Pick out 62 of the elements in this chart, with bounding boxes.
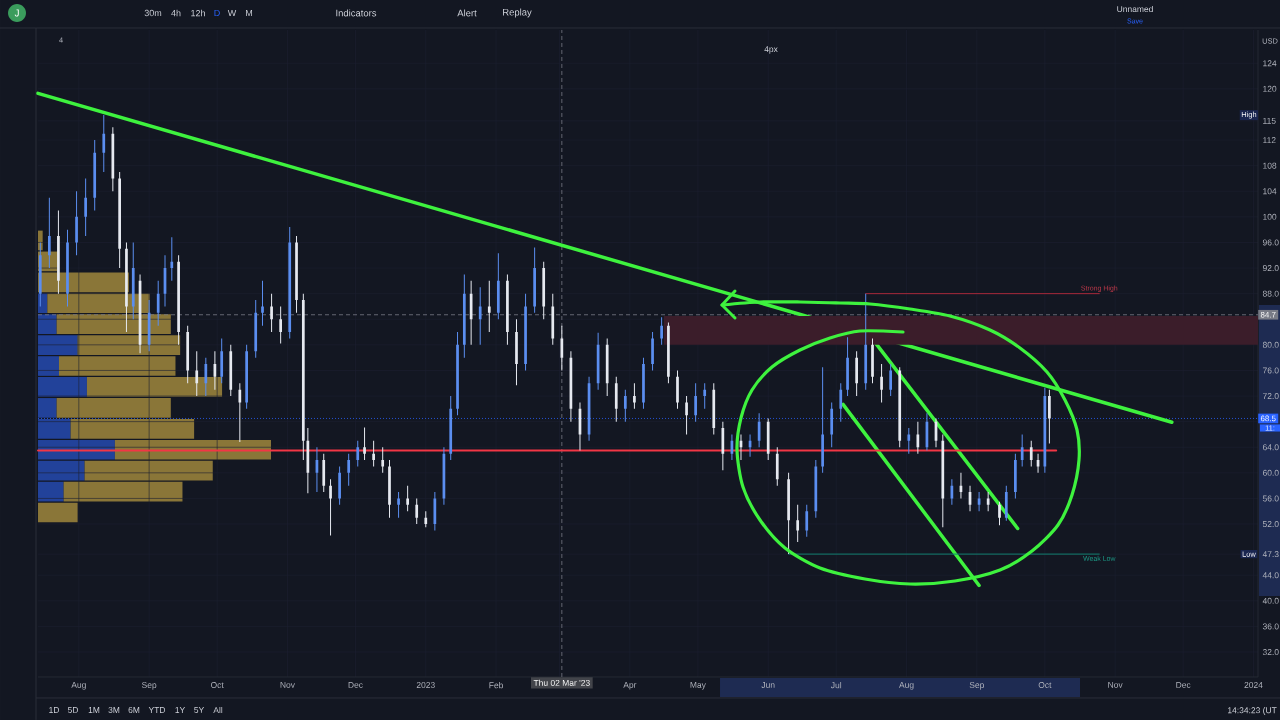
text: Replay <box>503 8 532 18</box>
x-tick-label: Nov <box>1108 682 1123 688</box>
text: D <box>214 9 220 17</box>
y-tick-label: 108 <box>1263 162 1277 169</box>
text: Alert <box>457 9 477 17</box>
text: J <box>14 9 19 17</box>
y-tick-label: 56.0 <box>1262 495 1279 502</box>
text: M <box>246 9 253 17</box>
y-tick-label: 64.0 <box>1262 444 1279 451</box>
x-tick-label: Sep <box>141 682 157 690</box>
x-tick-label: May <box>690 682 706 690</box>
x-tick-label: Aug <box>899 682 914 690</box>
y-tick-label: 32.0 <box>1262 649 1279 656</box>
text: 1Y <box>175 707 186 713</box>
text: 5Y <box>194 707 205 713</box>
y-tick-label: 44.0 <box>1262 572 1279 579</box>
x-tick-label: Sep <box>969 682 984 690</box>
text: Indicators <box>336 9 377 17</box>
x-tick-label: Oct <box>210 682 224 688</box>
y-tick-label: 92.0 <box>1262 265 1279 272</box>
y-tick-label: 52.0 <box>1262 521 1279 528</box>
y-tick-label: 40.0 <box>1262 597 1279 604</box>
y-tick-label: 96.0 <box>1262 239 1279 246</box>
x-tick-label: Jun <box>761 682 775 688</box>
text: W <box>227 9 237 17</box>
annotation: 4px <box>764 46 778 54</box>
y-tick-label: 104 <box>1263 188 1277 195</box>
y-tick-label: 76.0 <box>1262 367 1279 374</box>
x-tick-label: Nov <box>280 682 295 688</box>
x-tick-label: Apr <box>623 682 637 690</box>
x-tick-label: Feb <box>489 682 504 689</box>
text: 5D <box>67 707 79 713</box>
text: 4h <box>171 9 181 17</box>
y-tick-label: 80.0 <box>1262 341 1279 348</box>
x-tick-label: Dec <box>348 682 363 688</box>
x-tick-label: 2024 <box>1244 682 1263 688</box>
text: 12h <box>191 9 205 17</box>
y-tick-label: 120 <box>1263 85 1277 92</box>
text: 1M <box>88 707 100 713</box>
y-tick-label: 100 <box>1263 213 1277 220</box>
x-tick-label: Aug <box>71 682 86 690</box>
ref-line-label: Thu 02 Mar '23 <box>533 679 590 686</box>
text: All <box>213 706 223 714</box>
text: 30m <box>144 9 162 17</box>
text: YTD <box>148 707 166 713</box>
text: 1D <box>49 707 60 713</box>
text: Unnamed <box>1117 5 1153 13</box>
x-tick-label: Oct <box>1038 682 1052 688</box>
y-tick-label: 47.3 <box>1262 551 1279 558</box>
y-tick-label: 72.0 <box>1262 393 1279 400</box>
x-tick-label: Jul <box>830 682 842 689</box>
y-tick-label: 124 <box>1263 60 1277 67</box>
x-tick-label: Dec <box>1176 682 1191 688</box>
text: 14:34:23 (UT <box>1228 707 1277 715</box>
x-tick-label: 2023 <box>416 682 435 688</box>
y-tick-label: 88.0 <box>1262 290 1279 297</box>
y-tick-label: 112 <box>1263 137 1276 144</box>
text: 6M <box>128 706 140 713</box>
y-tick-label: 36.0 <box>1262 623 1279 630</box>
text: 3M <box>108 706 120 713</box>
y-tick-label: 60.0 <box>1262 469 1279 476</box>
y-tick-label: 115 <box>1263 117 1276 124</box>
